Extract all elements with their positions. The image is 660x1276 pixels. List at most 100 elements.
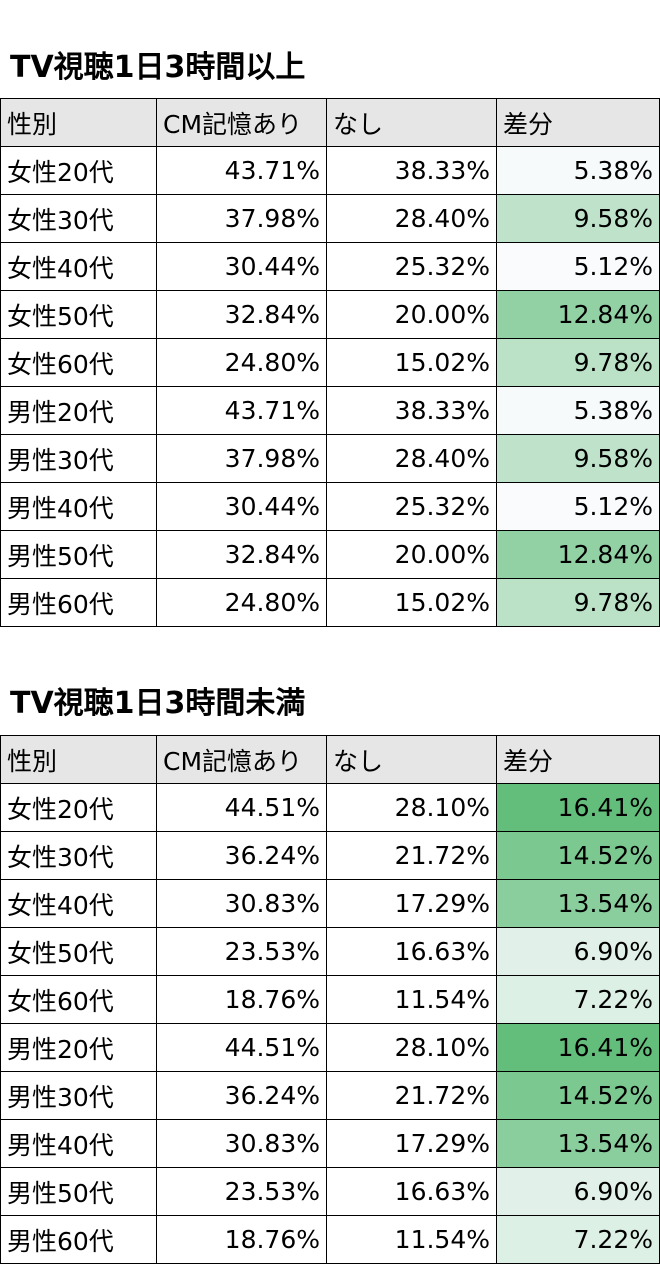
row-label: 女性20代	[0, 783, 157, 832]
cm-recall-cell: 36.24%	[156, 1071, 327, 1120]
row-label: 女性30代	[0, 194, 157, 243]
cm-recall-cell: 44.51%	[156, 783, 327, 832]
row-label: 男性20代	[0, 386, 157, 435]
table-row: 男性30代 37.98% 28.40% 9.58%	[0, 434, 660, 483]
diff-cell: 5.12%	[496, 242, 660, 291]
row-label: 男性60代	[0, 578, 157, 627]
none-cell: 25.32%	[326, 242, 497, 291]
none-cell: 21.72%	[326, 1071, 497, 1120]
none-cell: 15.02%	[326, 578, 497, 627]
table-row: 女性30代 37.98% 28.40% 9.58%	[0, 194, 660, 243]
table-row: 女性40代 30.83% 17.29% 13.54%	[0, 879, 660, 928]
diff-cell: 13.54%	[496, 1119, 660, 1168]
none-cell: 20.00%	[326, 530, 497, 579]
cm-recall-cell: 32.84%	[156, 290, 327, 339]
cm-recall-cell: 23.53%	[156, 1167, 327, 1216]
none-cell: 28.40%	[326, 194, 497, 243]
column-header-diff: 差分	[496, 98, 660, 147]
none-cell: 25.32%	[326, 482, 497, 531]
diff-cell: 12.84%	[496, 290, 660, 339]
diff-cell: 13.54%	[496, 879, 660, 928]
cm-recall-cell: 24.80%	[156, 578, 327, 627]
column-header-cm-recall: CM記憶あり	[156, 98, 327, 147]
diff-cell: 12.84%	[496, 530, 660, 579]
row-label: 女性60代	[0, 338, 157, 387]
cm-recall-cell: 18.76%	[156, 1215, 327, 1264]
table-row: 女性60代 24.80% 15.02% 9.78%	[0, 338, 660, 387]
cm-recall-cell: 30.83%	[156, 879, 327, 928]
cm-recall-cell: 24.80%	[156, 338, 327, 387]
diff-cell: 7.22%	[496, 1215, 660, 1264]
data-table: 性別 CM記憶あり なし 差分 女性20代 43.71% 38.33% 5.38% 女性…	[0, 98, 660, 627]
cm-recall-cell: 44.51%	[156, 1023, 327, 1072]
table-row: 女性50代 32.84% 20.00% 12.84%	[0, 290, 660, 339]
table-row: 女性60代 18.76% 11.54% 7.22%	[0, 975, 660, 1024]
none-cell: 28.10%	[326, 783, 497, 832]
none-cell: 21.72%	[326, 831, 497, 880]
diff-cell: 16.41%	[496, 783, 660, 832]
none-cell: 38.33%	[326, 146, 497, 195]
table-row: 男性40代 30.83% 17.29% 13.54%	[0, 1119, 660, 1168]
row-label: 男性30代	[0, 434, 157, 483]
table-row: 男性50代 23.53% 16.63% 6.90%	[0, 1167, 660, 1216]
column-header-gender: 性別	[0, 735, 157, 784]
diff-cell: 14.52%	[496, 1071, 660, 1120]
none-cell: 28.40%	[326, 434, 497, 483]
none-cell: 11.54%	[326, 975, 497, 1024]
diff-cell: 6.90%	[496, 1167, 660, 1216]
cm-recall-cell: 23.53%	[156, 927, 327, 976]
table-row: 女性40代 30.44% 25.32% 5.12%	[0, 242, 660, 291]
diff-cell: 14.52%	[496, 831, 660, 880]
none-cell: 38.33%	[326, 386, 497, 435]
row-label: 女性30代	[0, 831, 157, 880]
table-body: 女性20代 44.51% 28.10% 16.41% 女性30代 36.24% 21.72%…	[0, 783, 660, 1264]
row-label: 女性60代	[0, 975, 157, 1024]
cm-recall-cell: 18.76%	[156, 975, 327, 1024]
row-label: 男性40代	[0, 482, 157, 531]
table-row: 男性40代 30.44% 25.32% 5.12%	[0, 482, 660, 531]
cm-recall-cell: 30.44%	[156, 242, 327, 291]
diff-cell: 9.58%	[496, 434, 660, 483]
cm-recall-cell: 37.98%	[156, 434, 327, 483]
cm-recall-cell: 43.71%	[156, 146, 327, 195]
row-label: 女性50代	[0, 927, 157, 976]
table-row: 男性30代 36.24% 21.72% 14.52%	[0, 1071, 660, 1120]
diff-cell: 5.38%	[496, 386, 660, 435]
table-body: 女性20代 43.71% 38.33% 5.38% 女性30代 37.98% 28.40% 9…	[0, 146, 660, 627]
none-cell: 16.63%	[326, 1167, 497, 1216]
none-cell: 20.00%	[326, 290, 497, 339]
row-label: 男性60代	[0, 1215, 157, 1264]
column-header-gender: 性別	[0, 98, 157, 147]
table-row: 女性20代 43.71% 38.33% 5.38%	[0, 146, 660, 195]
none-cell: 17.29%	[326, 1119, 497, 1168]
diff-cell: 5.12%	[496, 482, 660, 531]
diff-cell: 5.38%	[496, 146, 660, 195]
row-label: 女性40代	[0, 242, 157, 291]
table-row: 男性60代 24.80% 15.02% 9.78%	[0, 578, 660, 627]
cm-recall-cell: 30.83%	[156, 1119, 327, 1168]
cm-recall-cell: 37.98%	[156, 194, 327, 243]
diff-cell: 7.22%	[496, 975, 660, 1024]
table-row: 男性60代 18.76% 11.54% 7.22%	[0, 1215, 660, 1264]
table-row: 女性50代 23.53% 16.63% 6.90%	[0, 927, 660, 976]
cm-recall-cell: 32.84%	[156, 530, 327, 579]
table-row: 女性20代 44.51% 28.10% 16.41%	[0, 783, 660, 832]
none-cell: 11.54%	[326, 1215, 497, 1264]
section-title: TV視聴1日3時間未満	[10, 686, 306, 721]
table-row: 女性30代 36.24% 21.72% 14.52%	[0, 831, 660, 880]
row-label: 男性30代	[0, 1071, 157, 1120]
diff-cell: 16.41%	[496, 1023, 660, 1072]
row-label: 女性20代	[0, 146, 157, 195]
cm-recall-cell: 30.44%	[156, 482, 327, 531]
row-label: 男性20代	[0, 1023, 157, 1072]
table-row: 男性20代 43.71% 38.33% 5.38%	[0, 386, 660, 435]
none-cell: 16.63%	[326, 927, 497, 976]
table-row: 男性20代 44.51% 28.10% 16.41%	[0, 1023, 660, 1072]
cm-recall-cell: 36.24%	[156, 831, 327, 880]
table-row: 男性50代 32.84% 20.00% 12.84%	[0, 530, 660, 579]
cm-recall-cell: 43.71%	[156, 386, 327, 435]
row-label: 女性40代	[0, 879, 157, 928]
column-header-none: なし	[326, 98, 497, 147]
diff-cell: 9.58%	[496, 194, 660, 243]
row-label: 女性50代	[0, 290, 157, 339]
